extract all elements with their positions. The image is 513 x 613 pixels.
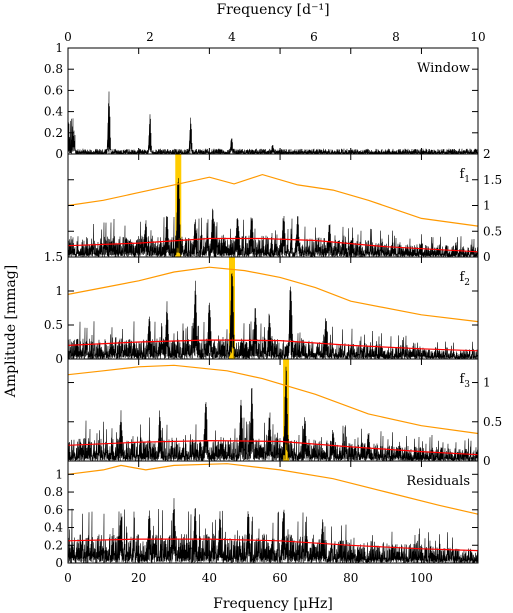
spectrum-line bbox=[67, 273, 479, 360]
x-tick-label: 20 bbox=[131, 571, 146, 585]
mean-noise-line bbox=[67, 439, 479, 456]
y-tick-label: 0 bbox=[483, 250, 491, 264]
x-tick-label: 40 bbox=[202, 571, 217, 585]
panel-label-subscript: 2 bbox=[464, 278, 470, 288]
panel-label: f3 bbox=[459, 372, 470, 390]
panel-label: Residuals bbox=[406, 474, 470, 489]
panel-f2: 0 0.5 1 1.5 f2 bbox=[44, 250, 479, 366]
significance-threshold-line bbox=[67, 173, 479, 227]
x2-tick-label: 10 bbox=[470, 30, 485, 44]
y-tick-label: 0 bbox=[55, 352, 63, 366]
panel-f3: 0 0.5 1 f3 bbox=[67, 358, 502, 468]
y-tick-label: 0.6 bbox=[44, 83, 63, 97]
y-tick-label: 1 bbox=[55, 284, 63, 298]
panel-label-subscript: 3 bbox=[464, 380, 470, 390]
y-tick-label: 0 bbox=[483, 454, 491, 468]
x2-tick-label: 4 bbox=[228, 30, 236, 44]
x-tick-label: 60 bbox=[272, 571, 287, 585]
x-tick-label: 0 bbox=[64, 571, 72, 585]
y-tick-label: 0.5 bbox=[44, 318, 63, 332]
y-tick-label: 0.4 bbox=[44, 521, 63, 535]
y-tick-label: 0.2 bbox=[44, 126, 63, 140]
bottom-axis-title: Frequency [μHz] bbox=[213, 596, 333, 612]
y-tick-label: 0 bbox=[55, 147, 63, 161]
panels-group: 0 0.2 0.4 0.6 0.8 1 Window 0 0.5 1 1.5 2 f1 0 0.5 1 1.5 f… bbox=[44, 30, 502, 585]
mean-noise-line bbox=[67, 538, 479, 552]
panel-residuals: 0 0.2 0.4 0.6 0.8 1 Residuals bbox=[44, 460, 479, 570]
x2-tick-label: 6 bbox=[310, 30, 318, 44]
y-tick-label: 1 bbox=[55, 41, 63, 55]
significance-threshold-line bbox=[67, 364, 479, 435]
panel-label: f1 bbox=[459, 167, 470, 185]
y-tick-label: 0 bbox=[55, 556, 63, 570]
significance-threshold-line bbox=[67, 266, 479, 323]
spectrum-line bbox=[67, 498, 479, 564]
spectrum-line bbox=[67, 366, 479, 462]
spectrum-line bbox=[67, 91, 479, 155]
y-tick-label: 0.5 bbox=[483, 415, 502, 429]
y-tick-label: 0.6 bbox=[44, 503, 63, 517]
panel-frame bbox=[67, 460, 479, 564]
y-tick-label: 1.5 bbox=[44, 250, 63, 264]
x2-tick-label: 0 bbox=[64, 30, 72, 44]
y-tick-label: 1.5 bbox=[483, 173, 502, 187]
y-tick-label: 1 bbox=[55, 467, 63, 481]
y-tick-label: 0.4 bbox=[44, 105, 63, 119]
panel-label: Window bbox=[417, 61, 470, 76]
x-tick-label: 100 bbox=[410, 571, 433, 585]
spectrum-line bbox=[67, 178, 479, 258]
y-tick-label: 0.8 bbox=[44, 62, 63, 76]
significance-threshold-line bbox=[67, 463, 479, 515]
panel-window: 0 0.2 0.4 0.6 0.8 1 Window bbox=[44, 41, 479, 161]
y-tick-label: 1 bbox=[483, 199, 491, 213]
y-tick-label: 0.5 bbox=[483, 224, 502, 238]
y-tick-label: 2 bbox=[483, 147, 491, 161]
x2-tick-label: 2 bbox=[146, 30, 154, 44]
y-tick-label: 0.2 bbox=[44, 538, 63, 552]
y-tick-label: 1 bbox=[483, 376, 491, 390]
x-tick-label: 80 bbox=[343, 571, 358, 585]
panel-label: f2 bbox=[459, 270, 470, 288]
mean-noise-line bbox=[67, 339, 479, 352]
panel-label-subscript: 1 bbox=[464, 175, 470, 185]
panel-f1: 0 0.5 1 1.5 2 f1 bbox=[67, 147, 502, 264]
x2-tick-label: 8 bbox=[392, 30, 400, 44]
y-tick-label: 0.8 bbox=[44, 485, 63, 499]
top-axis-title: Frequency [d⁻¹] bbox=[216, 2, 329, 18]
y-axis-title: Amplitude [mmag] bbox=[3, 265, 19, 398]
mean-noise-line bbox=[67, 237, 479, 253]
